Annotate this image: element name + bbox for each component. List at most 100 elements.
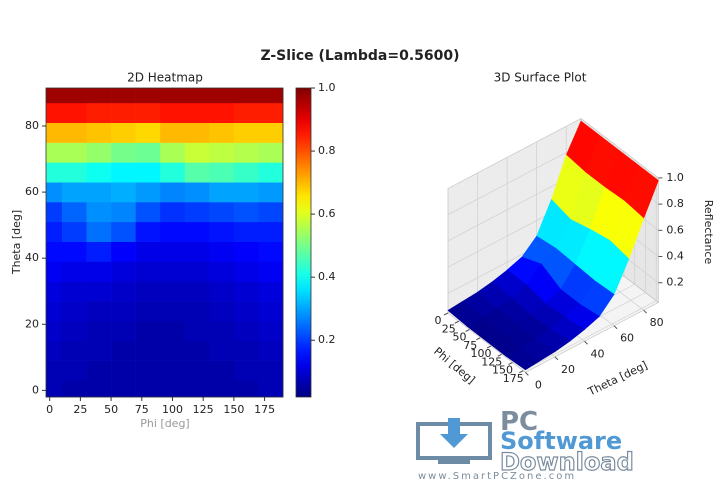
y-axis-label: Theta [deg]	[10, 210, 23, 275]
heatmap-cell	[184, 102, 210, 124]
heatmap-cell	[135, 241, 161, 262]
heatmap-cell	[135, 360, 161, 381]
heatmap-cell	[61, 261, 87, 282]
watermark-text: PC	[500, 407, 538, 437]
heatmap-cell	[258, 102, 284, 124]
heatmap-cell	[258, 360, 284, 381]
heatmap-cell	[111, 162, 136, 183]
x-tick-label: 175	[254, 403, 275, 416]
heatmap-cell	[46, 122, 63, 143]
heatmap-cell	[46, 142, 63, 163]
heatmap-cell	[86, 320, 112, 342]
y-axis-label: Theta [deg]	[585, 359, 649, 399]
z-tick-label: 0.2	[666, 276, 684, 289]
surface-patch	[505, 346, 541, 371]
heatmap-cell	[184, 182, 210, 203]
heatmap-cell	[61, 380, 87, 398]
heatmap-cell	[184, 122, 210, 143]
heatmap-cell	[209, 360, 235, 381]
heatmap-cell	[233, 320, 259, 342]
x-tick-label: 175	[503, 372, 524, 385]
heatmap-cell	[184, 281, 210, 302]
heatmap-cell	[111, 182, 136, 203]
z-tick-label: 1.0	[666, 171, 684, 184]
heatmap-cell	[111, 102, 136, 124]
plot-frame	[45, 87, 284, 398]
heatmap-cell	[46, 360, 63, 381]
heatmap-cell	[86, 340, 112, 361]
heatmap-cell	[184, 202, 210, 223]
heatmap-cell	[233, 281, 259, 302]
heatmap-cell	[209, 340, 235, 361]
z-tick-label: 0.8	[666, 197, 684, 210]
heatmap-cell	[86, 102, 112, 124]
grid-line	[580, 118, 659, 179]
heatmap-cell	[61, 281, 87, 302]
heatmap-cell	[258, 88, 284, 104]
heatmap-cell	[233, 340, 259, 361]
watermark: PC Software Download www.SmartPCZone.com	[416, 407, 634, 480]
heatmap-cell	[111, 88, 136, 104]
heatmap-cell	[61, 241, 87, 262]
x-tick-label: 50	[104, 403, 118, 416]
heatmap-cell	[135, 320, 161, 342]
z-axis-label: Reflectance	[702, 200, 715, 265]
heatmap-cell	[233, 202, 259, 223]
heatmap-cell	[86, 162, 112, 183]
heatmap-cell	[258, 281, 284, 302]
x-tick	[486, 345, 492, 349]
heatmap-cell	[184, 162, 210, 183]
heatmap-cell	[258, 122, 284, 143]
surface-title: 3D Surface Plot	[494, 71, 587, 85]
heatmap-cell	[209, 122, 235, 143]
y-tick-label: 20	[25, 317, 39, 330]
heatmap-cell	[86, 88, 112, 104]
heatmap-cell	[61, 202, 87, 223]
y-tick-label: 60	[25, 185, 39, 198]
heatmap-cell	[233, 162, 259, 183]
heatmap-cell	[258, 340, 284, 361]
y-tick	[525, 372, 529, 376]
heatmap-cell	[233, 142, 259, 163]
heatmap-cell	[111, 261, 136, 282]
y-tick	[584, 340, 588, 345]
heatmap-cell	[61, 88, 87, 104]
heatmap-cell	[233, 301, 259, 322]
figure-title: Z-Slice (Lambda=0.5600)	[260, 48, 459, 64]
heatmap-cell	[160, 88, 186, 104]
heatmap-cell	[86, 202, 112, 223]
heatmap-cell	[61, 142, 87, 163]
heatmap-cell	[233, 221, 259, 242]
heatmap-cell	[61, 182, 87, 203]
heatmap-cell	[184, 241, 210, 262]
x-tick-label: 75	[135, 403, 149, 416]
heatmap-cell	[111, 241, 136, 262]
watermark-icon	[438, 458, 470, 464]
heatmap-cell	[184, 261, 210, 282]
watermark-text: Download	[500, 448, 634, 476]
heatmap-cell	[86, 241, 112, 262]
heatmap-cell	[233, 380, 259, 398]
z-tick-label: 0.6	[666, 223, 684, 236]
heatmap-cell	[209, 202, 235, 223]
heatmap-cell	[46, 261, 63, 282]
heatmap-cell	[111, 380, 136, 398]
heatmap-cell	[135, 301, 161, 322]
heatmap-cell	[258, 221, 284, 242]
heatmap-cell	[61, 360, 87, 381]
heatmap-cell	[86, 301, 112, 322]
colorbar-tick-label: 1.0	[318, 81, 336, 94]
heatmap-cell	[233, 102, 259, 124]
y-tick-label: 0	[32, 383, 39, 396]
heatmap-cell	[184, 142, 210, 163]
heatmap-cell	[86, 281, 112, 302]
heatmap-cell	[209, 88, 235, 104]
heatmap-cell	[135, 281, 161, 302]
heatmap-cell	[184, 340, 210, 361]
heatmap-cell	[184, 301, 210, 322]
heatmap-cell	[135, 162, 161, 183]
x-tick-label: 150	[223, 403, 244, 416]
y-tick	[554, 356, 559, 361]
colorbar-tick-label: 0.8	[318, 144, 336, 157]
